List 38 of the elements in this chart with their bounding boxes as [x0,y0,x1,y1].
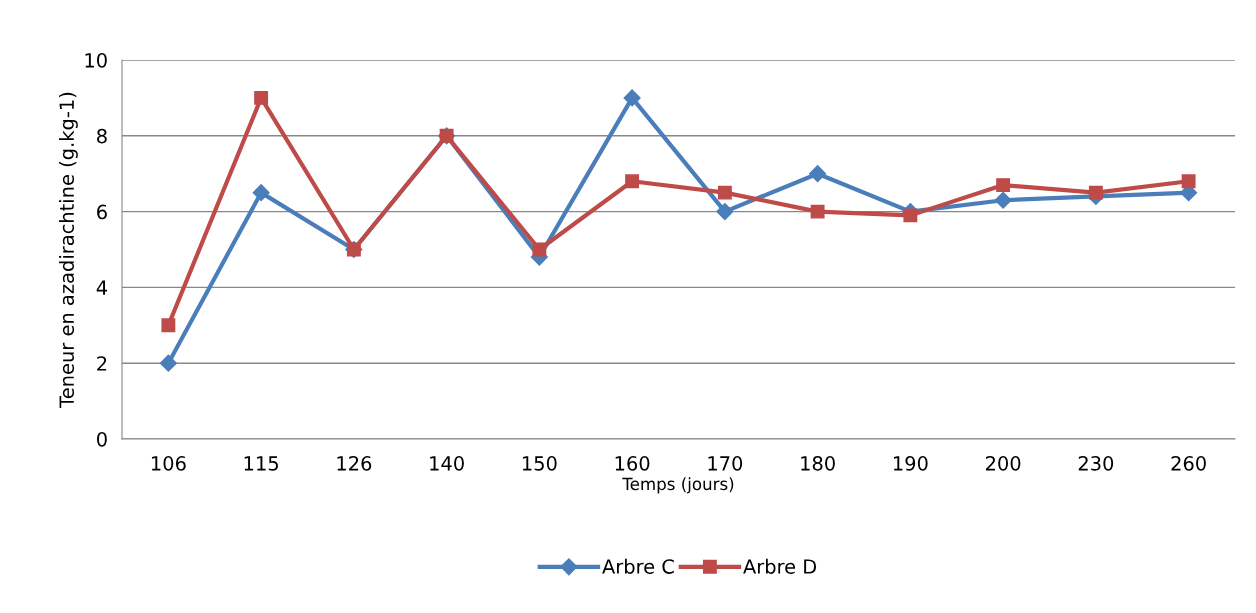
point [532,242,547,257]
point [159,354,177,372]
point [716,203,734,221]
x-axis-title: Temps (jours) [622,477,734,494]
x-tick-label: 260 [1171,456,1206,471]
x-tick-label: 230 [1078,456,1114,471]
x-tick-label: 140 [430,456,464,471]
point [161,318,176,333]
y-axis-title: Teneur en azadirachtine (g.kg-1) [58,92,78,408]
point [996,178,1011,193]
x-tick-label: 106 [151,456,186,471]
legend-label: Arbre C [602,558,674,574]
x-tick-label: 200 [985,456,1021,471]
y-tick-label: 8 [97,128,107,144]
point [623,89,641,107]
y-tick-label: 0 [97,431,107,447]
point [810,204,825,219]
x-tick-label: 190 [893,456,928,471]
point [717,185,732,200]
y-tick-label: 4 [96,280,108,295]
point [252,184,270,202]
point [1181,174,1196,189]
point [809,165,827,183]
point [1088,185,1103,200]
x-tick-label: 170 [708,456,743,471]
y-tick-label: 10 [85,52,107,68]
x-tick-label: 160 [615,456,650,471]
point [994,191,1012,209]
x-tick-label: 126 [337,456,372,471]
x-tick-label: 150 [522,456,557,471]
x-tick-label: 180 [801,456,835,471]
y-tick-label: 6 [97,204,107,220]
point [254,90,269,105]
x-tick-label: 115 [244,456,278,471]
point [625,174,640,189]
y-tick-label: 2 [97,356,107,371]
point [903,208,918,223]
legend-label: Arbre D [743,558,817,574]
